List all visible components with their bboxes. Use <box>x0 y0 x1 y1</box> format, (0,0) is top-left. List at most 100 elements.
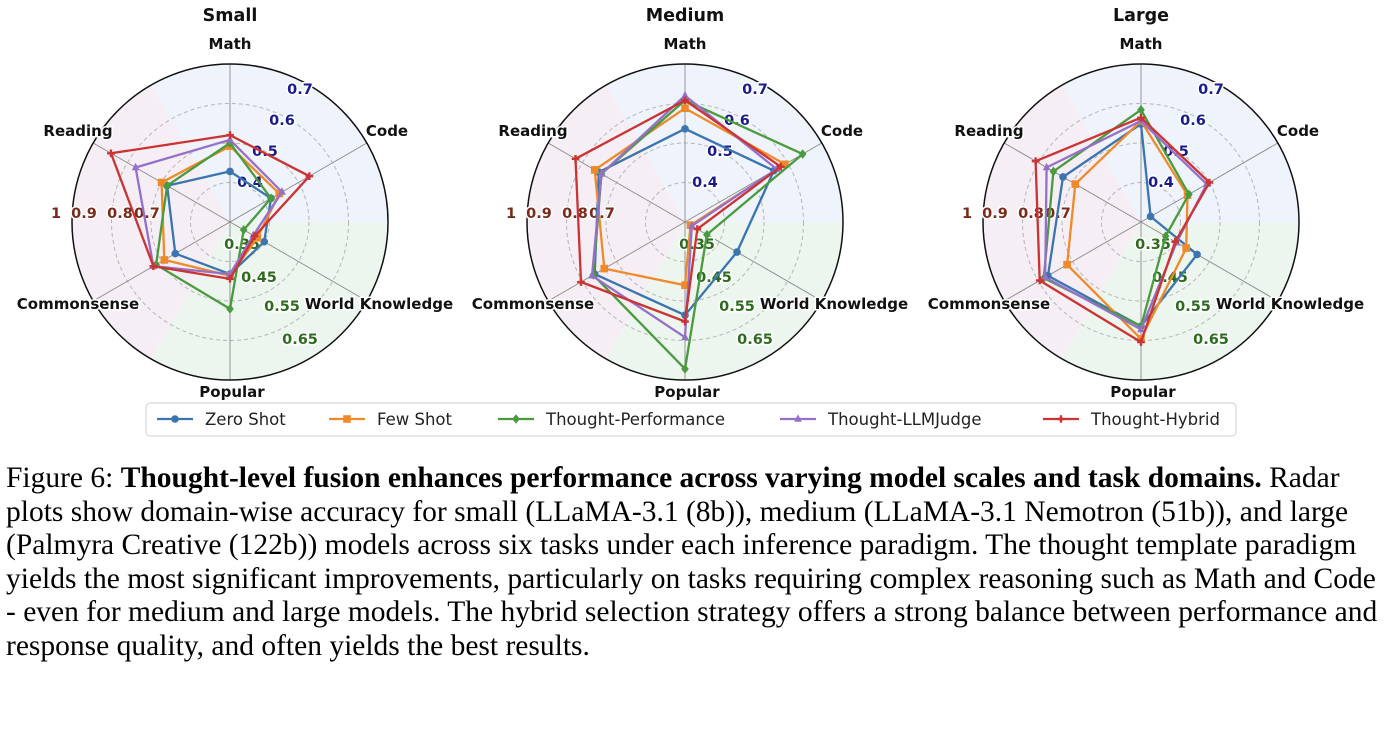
data-point <box>1035 276 1044 285</box>
data-point <box>1059 173 1067 181</box>
legend-box <box>145 402 1237 437</box>
data-point <box>681 104 689 113</box>
axis-label-commonsense: Commonsense <box>928 295 1050 313</box>
data-point <box>1205 178 1214 187</box>
caption-text: Radar plots show domain-wise accuracy fo… <box>6 462 1378 662</box>
data-point <box>278 187 286 195</box>
chart-title: Large <box>1113 6 1169 26</box>
tick-label: 0.4 <box>692 175 718 191</box>
axis-label-popular: Popular <box>199 383 265 401</box>
grid-ring <box>111 103 349 341</box>
sector-stem <box>151 63 388 222</box>
data-point <box>1071 180 1080 188</box>
data-point <box>1137 338 1145 346</box>
data-point <box>157 178 166 187</box>
data-point <box>343 415 351 423</box>
data-point <box>798 149 807 159</box>
spoke-reading <box>547 142 686 223</box>
legend-label: Few Shot <box>377 410 453 429</box>
data-point <box>250 232 259 241</box>
data-point <box>267 193 275 204</box>
data-point <box>776 162 785 171</box>
caption-bold: Thought-level fusion enhances performanc… <box>120 462 1262 494</box>
data-point <box>688 221 696 229</box>
tick-label: 0.6 <box>1180 113 1206 129</box>
data-point <box>588 270 596 279</box>
caption-label: Figure 6: <box>6 462 121 494</box>
spoke-commonsense <box>1003 221 1142 302</box>
axis-label-world-knowledge: World Knowledge <box>1216 295 1364 313</box>
sector-knowledge <box>1062 222 1299 381</box>
axis-label-code: Code <box>366 122 408 140</box>
tick-label: 0.7 <box>287 82 313 98</box>
axis-label-reading: Reading <box>498 122 567 140</box>
series-thought-hybrid <box>107 131 314 283</box>
tick-label: 0.45 <box>241 270 277 286</box>
data-point <box>1146 212 1155 221</box>
legend-label: Thought-Performance <box>545 410 725 429</box>
axis-label-code: Code <box>821 122 863 140</box>
data-point <box>733 248 741 256</box>
axis-label-reading: Reading <box>43 122 112 140</box>
outer-ring <box>982 63 1300 381</box>
data-point <box>1137 105 1145 115</box>
data-point <box>1137 113 1145 122</box>
tick-label: 0.4 <box>1148 175 1174 191</box>
data-point <box>226 275 234 283</box>
data-point <box>1042 162 1051 171</box>
data-point <box>160 256 169 264</box>
axis-label-math: Math <box>664 35 707 53</box>
tick-label: 1 <box>506 206 516 222</box>
sector-stem <box>606 63 843 222</box>
chart-title: Small <box>203 6 258 26</box>
tick-label: 1 <box>51 206 61 222</box>
tick-label: 0.55 <box>1175 299 1211 315</box>
chart-title: Medium <box>646 6 725 26</box>
axis-label-popular: Popular <box>1110 383 1176 401</box>
data-point <box>260 237 269 246</box>
data-point <box>1185 189 1193 200</box>
data-point <box>571 155 580 163</box>
tick-label: 0.9 <box>526 206 552 222</box>
tick-label: 0.6 <box>269 113 295 129</box>
tick-label: 0.9 <box>71 206 97 222</box>
tick-label: 0.55 <box>719 299 755 315</box>
sector-knowledge <box>151 222 388 380</box>
tick-label: 0.55 <box>264 299 300 315</box>
grid-ring <box>566 103 804 341</box>
data-point <box>1049 166 1058 177</box>
data-point <box>681 281 689 289</box>
tick-label: 0.7 <box>1198 82 1224 98</box>
data-point <box>226 131 234 139</box>
tick-label: 0.9 <box>982 206 1008 222</box>
axis-label-world-knowledge: World Knowledge <box>305 295 453 313</box>
legend-label: Thought-LLMJudge <box>827 410 982 429</box>
data-point <box>1137 324 1145 333</box>
data-point <box>597 169 606 177</box>
data-point <box>693 225 702 233</box>
data-point <box>253 234 262 242</box>
data-point <box>131 162 140 171</box>
data-point <box>305 172 314 180</box>
radar-small: 0.40.50.60.70.350.450.550.650.70.80.91Ma… <box>15 6 454 403</box>
legend-item-thought-performance: Thought-Performance <box>498 410 725 429</box>
data-point <box>239 225 248 235</box>
tick-label: 0.8 <box>562 206 588 222</box>
data-point <box>577 278 585 286</box>
data-point <box>600 264 609 273</box>
data-point <box>1063 260 1071 269</box>
legend: Zero Shot Few Shot Thought-Performance Thou… <box>145 402 1237 437</box>
sector-knowledge <box>606 222 843 380</box>
legend-label: Thought-Hybrid <box>1090 410 1220 429</box>
outer-ring <box>71 63 389 381</box>
tick-label: 0.65 <box>737 332 773 348</box>
tick-label: 0.65 <box>1193 332 1229 348</box>
data-point <box>681 96 689 105</box>
legend-label: Zero Shot <box>205 410 286 429</box>
data-point <box>681 332 689 341</box>
data-point <box>781 160 789 169</box>
data-point <box>171 249 180 258</box>
data-point <box>681 364 689 374</box>
tick-label: 0.65 <box>282 332 318 348</box>
data-point <box>1057 415 1065 423</box>
